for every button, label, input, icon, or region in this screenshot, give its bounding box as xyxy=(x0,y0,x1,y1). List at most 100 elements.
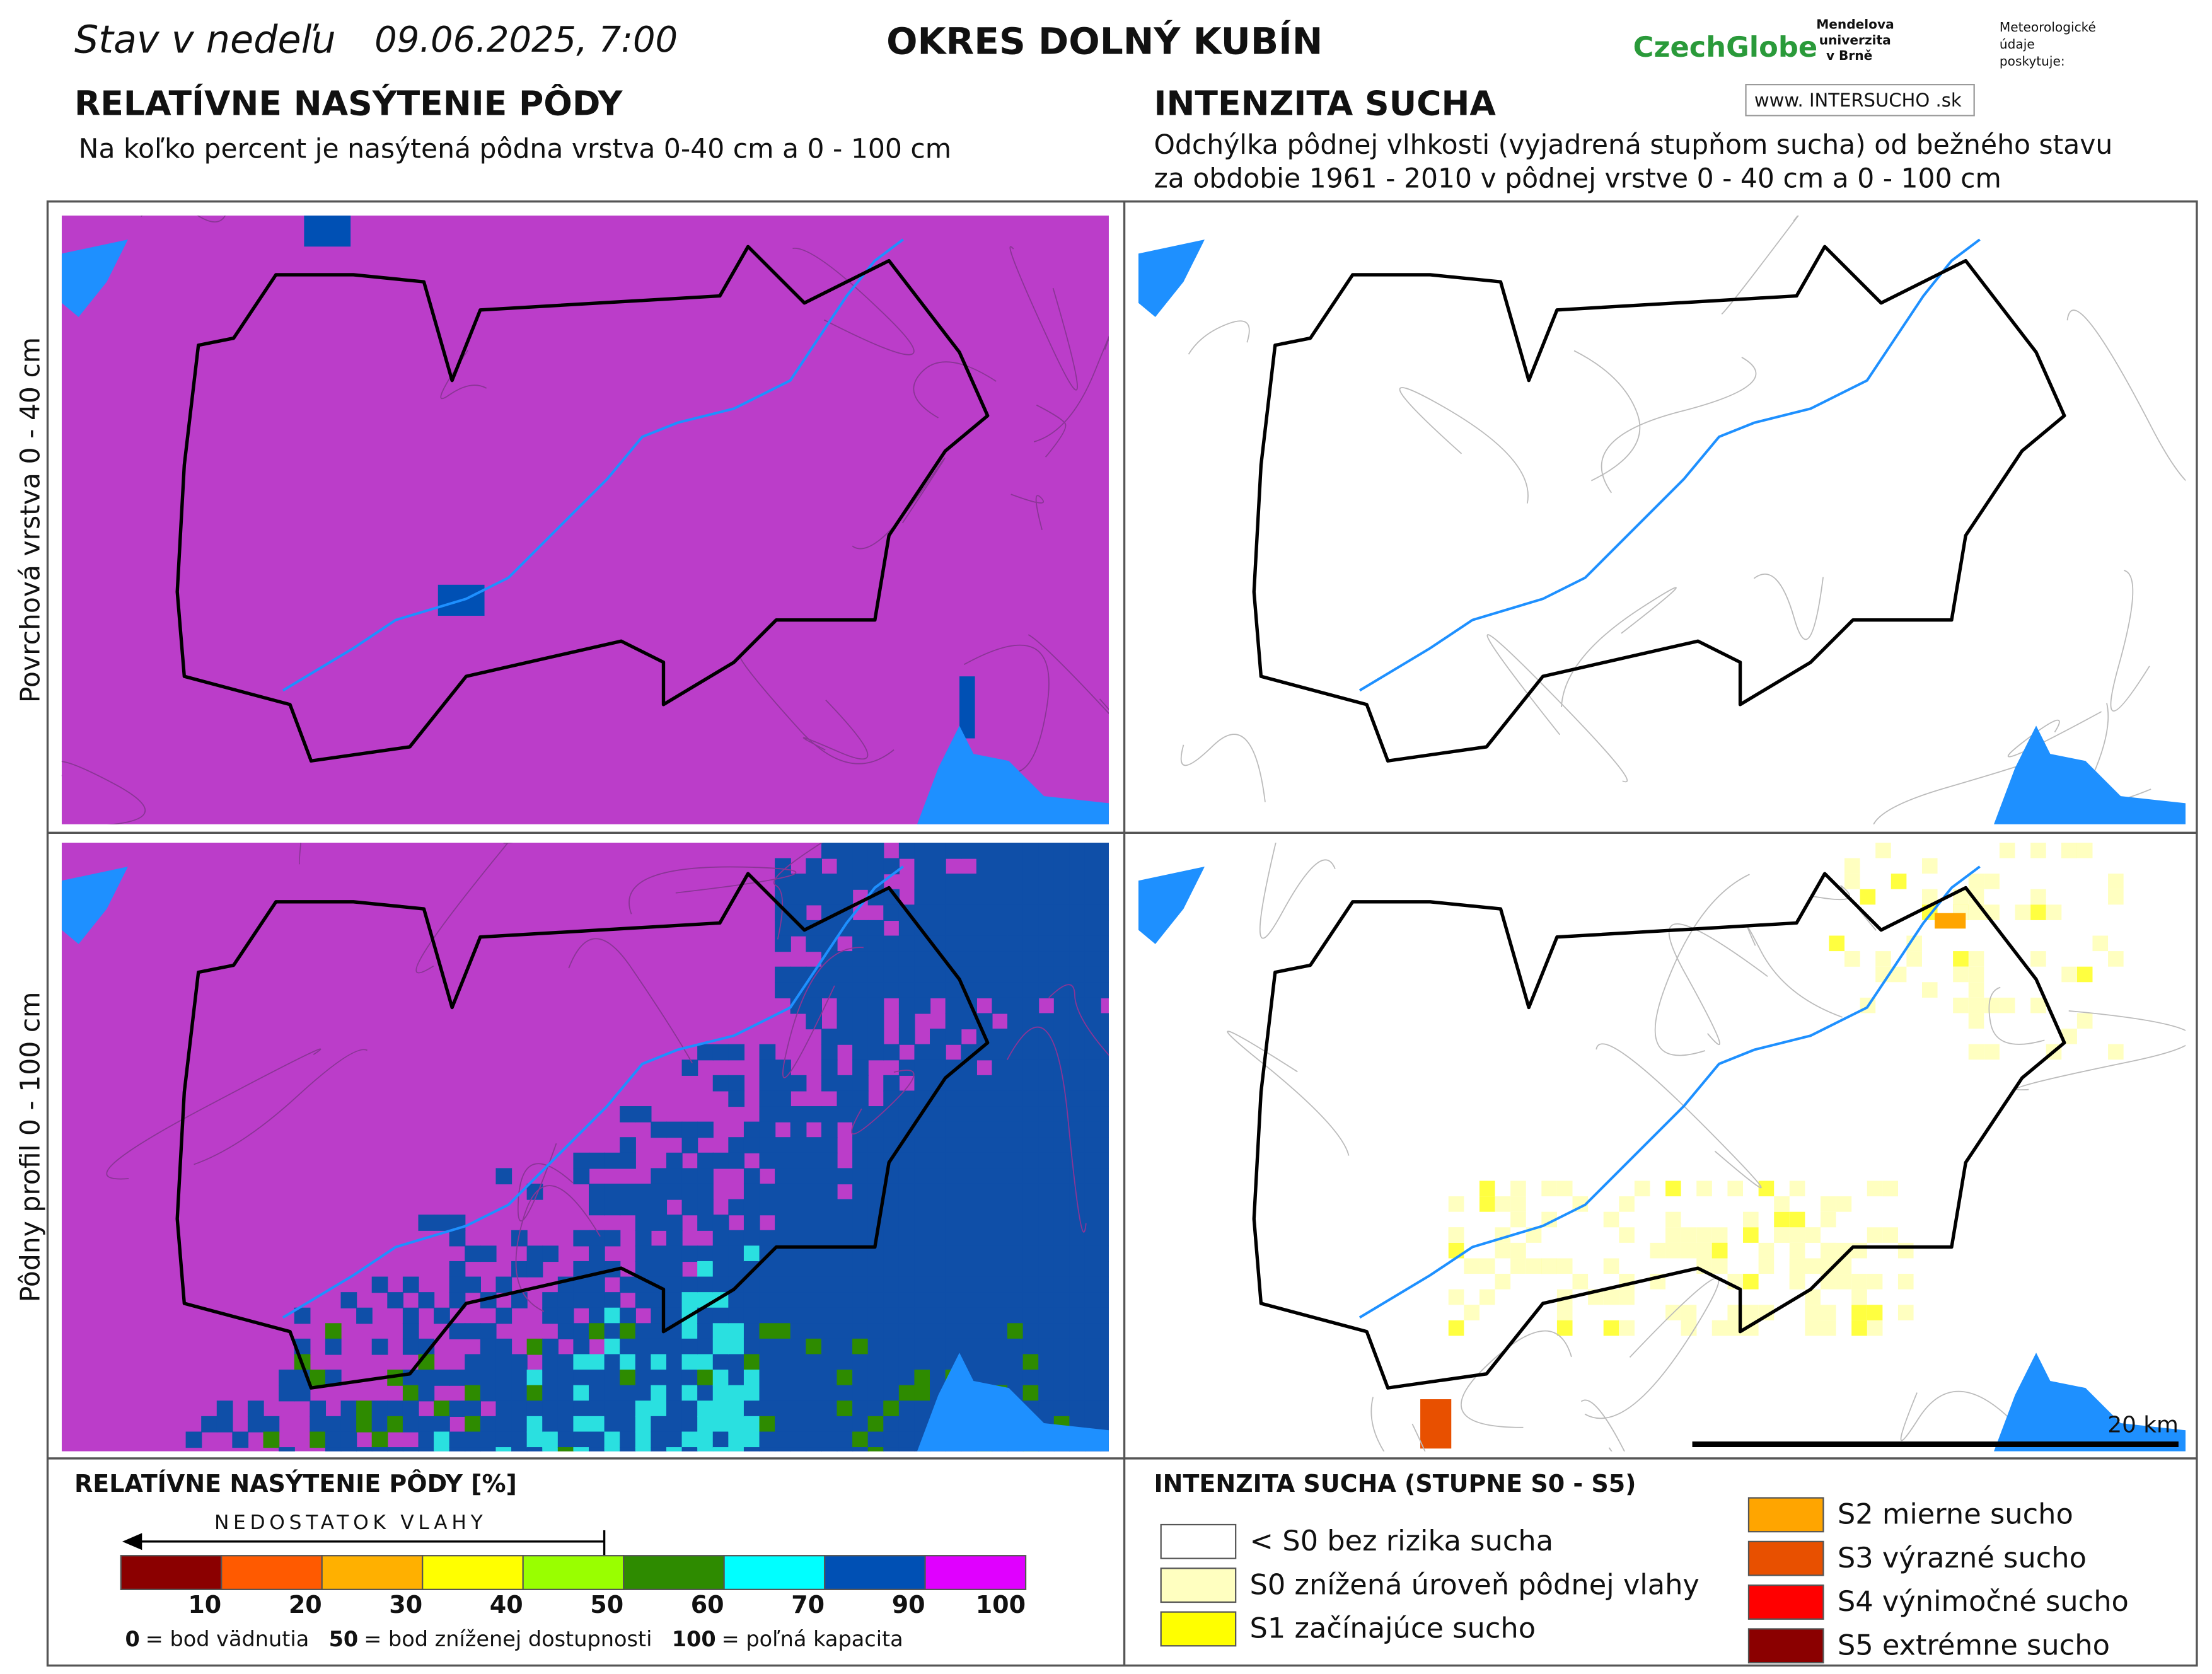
map-cells xyxy=(434,1400,450,1417)
map-cells xyxy=(806,1168,823,1185)
map-cells xyxy=(867,982,884,998)
map-cells xyxy=(635,1292,652,1308)
map-cells xyxy=(1038,1354,1055,1371)
map-cells xyxy=(914,1059,931,1076)
map-cells xyxy=(961,1199,977,1216)
map-cells xyxy=(1711,1242,1728,1259)
map-cells xyxy=(1038,1199,1055,1216)
map-cells xyxy=(898,1276,915,1293)
map-cells xyxy=(681,1292,698,1308)
map-cells xyxy=(604,1400,621,1417)
map-cells xyxy=(1038,935,1055,952)
map-district xyxy=(1252,245,2066,763)
map-cells xyxy=(775,1152,791,1169)
legend-swatch xyxy=(1747,1540,1824,1576)
map-lake xyxy=(1993,725,2186,824)
map-cells xyxy=(1038,920,1055,937)
map-road xyxy=(852,458,946,550)
map-cells xyxy=(898,1013,915,1030)
map-cells xyxy=(898,1338,915,1355)
map-cells xyxy=(852,1292,869,1308)
map-cells xyxy=(666,1370,683,1386)
map-cells xyxy=(945,842,962,859)
map-cells xyxy=(589,1245,605,1262)
frame xyxy=(46,200,2198,1667)
map-cells xyxy=(837,1292,854,1308)
map-road xyxy=(1486,634,1628,783)
map-cells xyxy=(1084,1370,1101,1386)
legend-label: S5 extrémne sucho xyxy=(1838,1629,2110,1662)
map-cells xyxy=(1053,997,1070,1014)
map-cells xyxy=(495,1307,512,1324)
map-cells xyxy=(573,1152,590,1169)
map-cells xyxy=(635,1261,652,1278)
map-cells xyxy=(1007,1199,1024,1216)
map-cells xyxy=(806,982,823,998)
map-cells xyxy=(620,1137,636,1153)
map-cells xyxy=(1069,935,1086,952)
map-road xyxy=(1227,1030,1350,1156)
map-cells xyxy=(304,216,351,247)
map-cells xyxy=(930,1354,946,1371)
map-cells xyxy=(898,1152,915,1169)
map-panel xyxy=(61,216,1109,824)
map-cells xyxy=(465,1370,481,1386)
map-cells xyxy=(1007,1215,1024,1231)
map-cells xyxy=(837,1075,854,1092)
map-cells xyxy=(867,1400,884,1417)
map-cells xyxy=(1007,1183,1024,1200)
map-cells xyxy=(604,1152,621,1169)
map-cells xyxy=(573,1447,590,1452)
map-cells xyxy=(837,1400,854,1417)
map-cells xyxy=(542,1245,559,1262)
map-cells xyxy=(790,874,807,890)
map-cells xyxy=(1984,1044,2000,1060)
map-cells xyxy=(852,1307,869,1324)
map-cells xyxy=(1867,1274,1883,1290)
map-cells xyxy=(604,1416,621,1433)
map-cells xyxy=(542,1400,559,1417)
map-cells xyxy=(852,1431,869,1448)
right-subtitle: za obdobie 1961 - 2010 v pôdnej vrstve 0… xyxy=(1154,164,2001,195)
map-cells xyxy=(976,966,993,983)
map-cells xyxy=(867,1307,884,1324)
map-lake xyxy=(917,1353,1109,1452)
map-cells xyxy=(961,1121,977,1138)
map-cells xyxy=(1619,1320,1635,1336)
legend-swatch xyxy=(1160,1567,1237,1603)
map-cells xyxy=(775,1370,791,1386)
map-cells xyxy=(1634,1180,1650,1197)
map-cells xyxy=(852,1354,869,1371)
map-cells xyxy=(775,920,791,937)
map-cells xyxy=(697,1199,714,1216)
map-cells xyxy=(852,1183,869,1200)
map-cells xyxy=(604,1370,621,1386)
map-cells xyxy=(837,1029,854,1045)
map-cells xyxy=(1479,1289,1495,1305)
map-cells xyxy=(992,1044,1009,1061)
map-cells xyxy=(992,904,1009,921)
map-cells xyxy=(1038,1276,1055,1293)
map-cells xyxy=(992,1354,1009,1371)
map-cells xyxy=(1084,1075,1101,1092)
map-cells xyxy=(1100,842,1109,859)
map-cells xyxy=(666,1292,683,1308)
map-cells xyxy=(573,1370,590,1386)
map-cells xyxy=(1007,1307,1024,1324)
map-cells xyxy=(1038,1370,1055,1386)
map-cells xyxy=(728,1400,745,1417)
map-cells xyxy=(728,1416,745,1433)
map-cells xyxy=(604,1354,621,1371)
map-cells xyxy=(620,1307,636,1324)
map-cells xyxy=(557,1416,574,1433)
map-road xyxy=(1988,986,2045,1045)
map-road xyxy=(106,1048,321,1180)
map-cells xyxy=(837,1370,854,1386)
map-cells xyxy=(1053,1215,1070,1231)
map-cells xyxy=(1448,1320,1464,1336)
map-cells xyxy=(775,1215,791,1231)
map-cells xyxy=(790,1370,807,1386)
map-cells xyxy=(604,1307,621,1324)
map-cells xyxy=(790,1431,807,1448)
